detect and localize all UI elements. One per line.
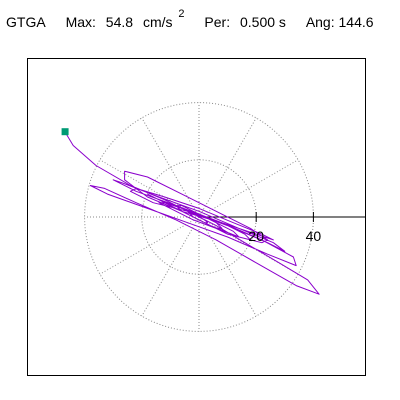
start-marker xyxy=(61,128,69,136)
x-tick-label-20: 20 xyxy=(248,228,264,244)
grid-spoke-60 xyxy=(198,117,257,218)
angle-label: Ang: 144.6 xyxy=(305,14,374,30)
chart-header: GTGA Max: 54.8 cm/s 2 Per: 0.500 s Ang: … xyxy=(6,8,374,38)
plot-area: 20 40 xyxy=(27,58,366,376)
grid-spoke-210 xyxy=(99,216,200,275)
motion-trace xyxy=(64,130,320,295)
period-value: 0.500 s xyxy=(239,14,286,30)
period-label: Per: xyxy=(204,14,231,30)
particle-motion-plot: 20 40 xyxy=(61,102,365,332)
motion-trace-layer xyxy=(61,128,320,295)
grid-spoke-300 xyxy=(198,216,257,317)
max-label: Max: xyxy=(65,14,96,30)
grid-spoke-150 xyxy=(99,159,200,218)
tick-label-layer: 20 40 xyxy=(248,228,321,244)
x-axis xyxy=(199,212,365,222)
grid-spoke-30 xyxy=(198,159,299,218)
grid-spoke-240 xyxy=(141,216,200,317)
x-tick-label-40: 40 xyxy=(306,228,322,244)
max-unit-exponent: 2 xyxy=(178,8,185,20)
max-unit: cm/s xyxy=(142,14,173,30)
max-value: 54.8 xyxy=(105,14,134,30)
grid-spoke-120 xyxy=(141,117,200,218)
station-code: GTGA xyxy=(6,14,46,30)
